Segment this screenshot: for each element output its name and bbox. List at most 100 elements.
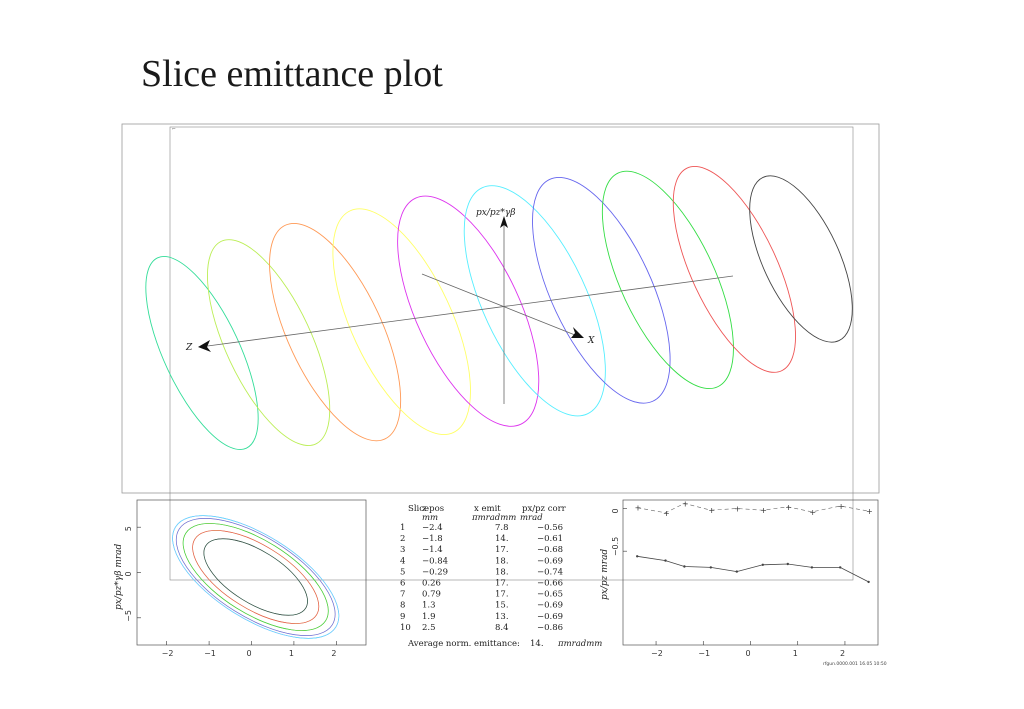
overlay-ytick-label: 0 (124, 571, 133, 576)
corr-dashed-marker: + (785, 503, 792, 512)
table-cell: 4 (400, 556, 405, 566)
table-cell: 6 (400, 579, 405, 589)
overlay-ytick-label: 5 (124, 526, 133, 531)
corr-xtick-label: −2 (651, 649, 663, 658)
table-cell: −0.56 (537, 523, 563, 533)
corr-point (786, 562, 789, 566)
table-header-unit: πmradmm (471, 513, 516, 523)
corr-xtick-label: 0 (746, 649, 751, 658)
overlay-ellipses-group (172, 515, 340, 639)
table-cell: 0.26 (422, 579, 441, 589)
overlay-xtick-label: −1 (204, 649, 216, 658)
corr-xtick-label: −1 (698, 649, 710, 658)
slice-ellipse-1 (145, 256, 259, 450)
slice-ellipse-2 (207, 239, 331, 446)
corr-frame (622, 499, 879, 646)
overlay-ellipse-6 (172, 515, 340, 639)
corr-dashed-line (637, 503, 869, 514)
corr-ytick-label: −0.5 (611, 537, 620, 556)
table-cell: 18. (495, 567, 509, 577)
corr-dashed-marker: + (866, 507, 873, 516)
table-header-unit: mm (422, 513, 438, 523)
overlay-xtick-label: 1 (289, 649, 294, 658)
table-cell: 0.79 (422, 590, 441, 600)
slice-ellipse-9 (672, 166, 796, 373)
slice-ellipses-group (145, 166, 853, 450)
table-cell: −2.4 (422, 523, 443, 533)
overlay-y-label: px/pz*γβ mrad (114, 543, 124, 610)
table-cell: 17. (495, 590, 509, 600)
corr-dashed-marker: + (838, 502, 845, 511)
corr-y-label: px/pz mrad (600, 549, 610, 600)
corr-point (636, 555, 639, 558)
overlay-ellipse-7 (175, 518, 336, 636)
corr-point (664, 559, 667, 562)
table-footer-unit: πmradmm (557, 639, 602, 649)
table-cell: 17. (495, 579, 509, 589)
corr-xtick-label: 2 (840, 649, 845, 658)
slice-ellipse-5 (397, 195, 540, 427)
footer-stamp: rfgun.0000.001 16.05 10:50 (823, 661, 887, 667)
corr-point (683, 565, 686, 568)
overlay-ellipse-8 (182, 523, 329, 631)
overlay-ellipse-9 (192, 530, 320, 624)
slide-title: Slice emittance plot (141, 53, 443, 95)
table-cell: 7.8 (495, 523, 509, 533)
ellipse-3d-panel: Z X px/pz*γβ (121, 123, 880, 581)
table-cell: 17. (495, 545, 509, 555)
table-cell: 2.5 (422, 623, 436, 633)
table-footer-label: Average norm. emittance: (407, 639, 520, 649)
x-axis-label: X (587, 336, 595, 346)
table-cell: −0.65 (537, 590, 563, 600)
slice-ellipse-8 (601, 170, 734, 390)
corr-point (761, 563, 764, 566)
table-cell: −0.66 (537, 579, 563, 589)
table-cell: −0.61 (537, 534, 563, 544)
table-cell: 18. (495, 556, 509, 566)
table-cell: 10 (400, 623, 411, 633)
overlay-ytick-label: −5 (124, 610, 133, 622)
x-axis-line (421, 273, 581, 338)
overlay-ellipse-4 (175, 518, 336, 636)
table-header: Slice (408, 504, 429, 514)
table-footer-value: 14. (530, 639, 544, 649)
overlay-xtick-label: 2 (331, 649, 336, 658)
corr-point (709, 566, 712, 569)
overlay-ellipse-10 (203, 538, 308, 616)
table-header: x emit (474, 504, 501, 514)
table-cell: 1 (400, 523, 405, 533)
table-header-unit: mrad (520, 513, 543, 523)
corr-dashed-marker: + (809, 508, 816, 517)
correlation-plot: + + + + + + + + + + −2 −1 0 1 2 0 −0.5 px/pz mrad (600, 499, 879, 658)
table-header: px/pz corr (522, 504, 567, 514)
corr-dashed-marker: + (635, 504, 642, 513)
table-cell: −1.4 (422, 545, 443, 555)
table-cell: −0.69 (537, 601, 563, 611)
x-axis-arrow (571, 327, 584, 338)
corr-dashed-marker: + (734, 505, 741, 514)
corr-series-group: + + + + + + + + + + −2 −1 0 1 2 0 −0.5 (611, 499, 873, 658)
table-cell: 3 (400, 545, 405, 555)
overlay-xtick-label: −2 (162, 649, 174, 658)
corr-ytick-label: 0 (611, 508, 620, 513)
corr-dashed-marker: + (760, 506, 767, 515)
table-cell: 1.9 (422, 612, 436, 622)
slice-ellipse-4 (332, 208, 471, 435)
y-axis-arrow (500, 216, 508, 228)
inner-frame (169, 126, 854, 581)
slice-ellipse-6 (463, 185, 606, 417)
overlay-ellipse-3 (182, 523, 329, 631)
table-cell: 2 (400, 534, 405, 544)
corr-dashed-marker: + (682, 499, 689, 508)
z-axis-label: Z (185, 343, 193, 353)
slice-ellipse-3 (269, 222, 402, 442)
table-cell: 5 (400, 567, 405, 577)
y-axis-label: px/pz*γβ (476, 208, 515, 218)
corner-mark: ⌐ (172, 127, 176, 132)
table-cell: −0.84 (422, 556, 448, 566)
corr-dashed-marker: + (708, 506, 715, 515)
corr-point (867, 580, 870, 584)
corr-point (735, 570, 738, 573)
overlay-xtick-label: 0 (247, 649, 252, 658)
table-cell: −0.29 (422, 567, 448, 577)
